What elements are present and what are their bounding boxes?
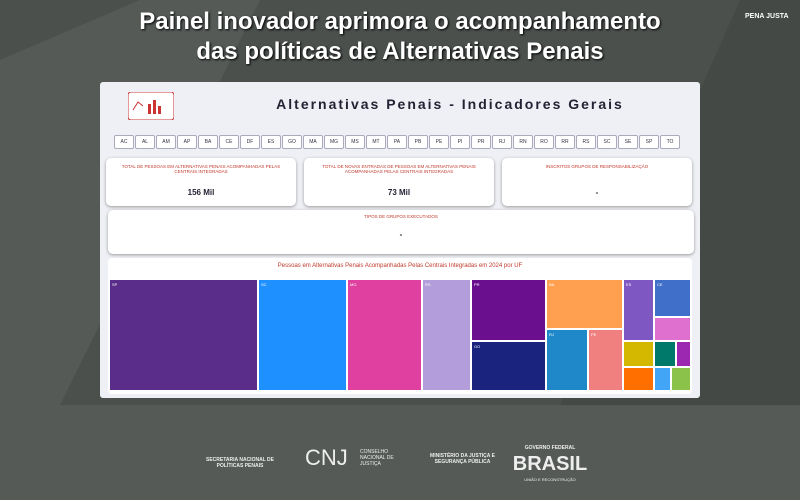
uf-button[interactable]: SE (618, 135, 638, 149)
uf-button[interactable]: AL (135, 135, 155, 149)
uf-button[interactable]: MG (324, 135, 344, 149)
kpi-value: - (399, 230, 403, 239)
uf-button[interactable]: BA (198, 135, 218, 149)
headline: das políticas de Alternativas Penais (196, 38, 604, 65)
uf-button[interactable]: PA (387, 135, 407, 149)
brasil: BRASIL (512, 453, 588, 475)
gov: GOVERNO FEDERAL (524, 445, 576, 451)
kpi-label: INSCRITOS GRUPOS DE RESPONSABILIZAÇÃO (545, 164, 649, 169)
kpi-card: TOTAL DE PESSOAS EM ALTERNATIVAS PENAIS … (106, 158, 296, 206)
treemap-tile: MG (348, 280, 421, 390)
uf-button[interactable]: RN (513, 135, 533, 149)
slogan: UNIÃO E RECONSTRUÇÃO (524, 477, 576, 482)
kpi-card: TOTAL DE NOVAS ENTRADAS DE PESSOAS EM AL… (304, 158, 494, 206)
headline: Painel inovador aprimora o acompanhament… (139, 8, 661, 35)
dashboard-title: Alternativas Penais - Indicadores Gerais (276, 96, 624, 112)
treemap: Pessoas em Alternativas Penais Acompanha… (108, 258, 692, 394)
uf-button[interactable]: RO (534, 135, 554, 149)
uf-button[interactable]: RR (555, 135, 575, 149)
treemap-tile-small (624, 342, 653, 366)
treemap-tile-small (655, 342, 675, 366)
kpi-label: TIPOS DE GRUPOS EXECUTADOS (364, 214, 438, 219)
treemap-tile: ES (624, 280, 653, 340)
uf-button[interactable]: ES (261, 135, 281, 149)
footer: SECRETARIA NACIONAL DE POLÍTICAS PENAIS … (0, 405, 800, 500)
uf-button[interactable]: PR (471, 135, 491, 149)
kpi-card: TIPOS DE GRUPOS EXECUTADOS - (108, 210, 694, 254)
uf-button[interactable]: PB (408, 135, 428, 149)
uf-button[interactable]: GO (282, 135, 302, 149)
uf-button[interactable]: AC (114, 135, 134, 149)
uf-button[interactable]: MA (303, 135, 323, 149)
treemap-tile-small (672, 368, 690, 390)
uf-button[interactable]: RS (576, 135, 596, 149)
uf-button[interactable]: SC (597, 135, 617, 149)
uf-button[interactable]: MS (345, 135, 365, 149)
treemap-tile: SC (259, 280, 346, 390)
kpi-card: INSCRITOS GRUPOS DE RESPONSABILIZAÇÃO - (502, 158, 692, 206)
uf-button[interactable]: DF (240, 135, 260, 149)
uf-button[interactable]: SP (639, 135, 659, 149)
kpi-label: TOTAL DE NOVAS ENTRADAS DE PESSOAS EM AL… (322, 164, 476, 174)
cnj-name: CONSELHO NACIONAL DE JUSTIÇA (360, 449, 394, 467)
treemap-tile-small (677, 342, 690, 366)
uf-button[interactable]: RJ (492, 135, 512, 149)
treemap-tile: PE (589, 330, 622, 390)
treemap-tile: RJ (547, 330, 587, 390)
treemap-tile: BA (547, 280, 622, 328)
treemap-tile-small (624, 368, 653, 390)
kpi-label: TOTAL DE PESSOAS EM ALTERNATIVAS PENAIS … (121, 164, 281, 174)
dashboard: Alternativas Penais - Indicadores Gerais… (100, 82, 700, 398)
mjsp: MINISTÉRIO DA JUSTIÇA E SEGURANÇA PÚBLIC… (430, 453, 495, 465)
uf-button[interactable]: PI (450, 135, 470, 149)
uf-button[interactable]: MT (366, 135, 386, 149)
dashboard-icon (128, 92, 174, 120)
kpi-value: 73 Mil (387, 188, 411, 197)
uf-button[interactable]: PE (429, 135, 449, 149)
treemap-tile: RS (423, 280, 470, 390)
kpi-value: - (595, 188, 599, 197)
senappen: SECRETARIA NACIONAL DE POLÍTICAS PENAIS (206, 457, 274, 469)
uf-button[interactable]: CE (219, 135, 239, 149)
treemap-tile: SP (110, 280, 257, 390)
treemap-title: Pessoas em Alternativas Penais Acompanha… (277, 263, 523, 269)
uf-button[interactable]: AM (156, 135, 176, 149)
treemap-tile: CE (655, 280, 690, 316)
treemap-tile: PR (472, 280, 545, 340)
uf-button[interactable]: TO (660, 135, 680, 149)
logo: PENA JUSTA (745, 13, 789, 20)
treemap-tile-small (655, 318, 690, 340)
uf-button[interactable]: AP (177, 135, 197, 149)
cnj-logo: CNJ (305, 445, 348, 470)
treemap-tile-small (655, 368, 670, 390)
treemap-tile: GO (472, 342, 545, 390)
kpi-value: 156 Mil (187, 188, 215, 197)
